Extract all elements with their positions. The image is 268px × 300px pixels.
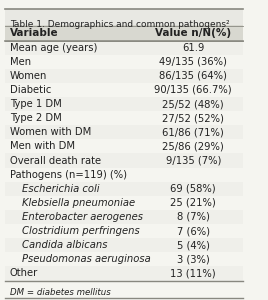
Bar bbox=[5, 238, 243, 252]
Text: Women: Women bbox=[10, 71, 47, 81]
Text: Enterobacter aerogenes: Enterobacter aerogenes bbox=[22, 212, 143, 222]
Bar bbox=[5, 97, 243, 111]
Bar bbox=[5, 125, 243, 139]
Text: 27/52 (52%): 27/52 (52%) bbox=[162, 113, 224, 123]
Bar bbox=[5, 210, 243, 224]
Text: Pseudomonas aeruginosa: Pseudomonas aeruginosa bbox=[22, 254, 151, 264]
Bar bbox=[5, 111, 243, 125]
Bar bbox=[5, 69, 243, 83]
Text: 25/52 (48%): 25/52 (48%) bbox=[162, 99, 224, 109]
Bar bbox=[5, 196, 243, 210]
Bar bbox=[5, 168, 243, 182]
Bar bbox=[5, 252, 243, 266]
Text: 13 (11%): 13 (11%) bbox=[170, 268, 216, 278]
Text: 8 (7%): 8 (7%) bbox=[177, 212, 210, 222]
Text: Variable: Variable bbox=[10, 28, 58, 38]
Text: 61.9: 61.9 bbox=[182, 43, 204, 52]
Bar bbox=[5, 9, 243, 40]
Text: Candida albicans: Candida albicans bbox=[22, 240, 108, 250]
Text: Men with DM: Men with DM bbox=[10, 141, 75, 152]
Text: 86/135 (64%): 86/135 (64%) bbox=[159, 71, 227, 81]
Text: Diabetic: Diabetic bbox=[10, 85, 51, 95]
Text: Type 2 DM: Type 2 DM bbox=[10, 113, 62, 123]
Text: Other: Other bbox=[10, 268, 38, 278]
Text: Klebsiella pneumoniae: Klebsiella pneumoniae bbox=[22, 198, 135, 208]
Text: Type 1 DM: Type 1 DM bbox=[10, 99, 62, 109]
Text: 49/135 (36%): 49/135 (36%) bbox=[159, 57, 227, 67]
Text: 7 (6%): 7 (6%) bbox=[177, 226, 210, 236]
Bar bbox=[5, 139, 243, 153]
Text: 9/135 (7%): 9/135 (7%) bbox=[166, 155, 221, 166]
Bar bbox=[5, 83, 243, 97]
Text: 25 (21%): 25 (21%) bbox=[170, 198, 216, 208]
Bar bbox=[5, 224, 243, 238]
Text: Pathogens (n=119) (%): Pathogens (n=119) (%) bbox=[10, 169, 127, 180]
Text: Clostridium perfringens: Clostridium perfringens bbox=[22, 226, 140, 236]
Text: 90/135 (66.7%): 90/135 (66.7%) bbox=[154, 85, 232, 95]
Text: Mean age (years): Mean age (years) bbox=[10, 43, 97, 52]
Bar bbox=[5, 153, 243, 168]
Text: 25/86 (29%): 25/86 (29%) bbox=[162, 141, 224, 152]
Text: Overall death rate: Overall death rate bbox=[10, 155, 101, 166]
Text: Women with DM: Women with DM bbox=[10, 127, 91, 137]
Bar bbox=[5, 55, 243, 69]
Text: 61/86 (71%): 61/86 (71%) bbox=[162, 127, 224, 137]
Text: Table 1. Demographics and common pathogens²: Table 1. Demographics and common pathoge… bbox=[10, 20, 229, 29]
Text: 5 (4%): 5 (4%) bbox=[177, 240, 210, 250]
Bar bbox=[5, 40, 243, 55]
Text: 69 (58%): 69 (58%) bbox=[170, 184, 216, 194]
Text: Value n/N(%): Value n/N(%) bbox=[155, 28, 231, 38]
Text: DM = diabetes mellitus: DM = diabetes mellitus bbox=[10, 288, 111, 297]
Bar bbox=[5, 266, 243, 280]
Bar bbox=[5, 182, 243, 196]
Text: Escherichia coli: Escherichia coli bbox=[22, 184, 100, 194]
Bar bbox=[5, 26, 243, 40]
Text: 3 (3%): 3 (3%) bbox=[177, 254, 210, 264]
Text: Men: Men bbox=[10, 57, 31, 67]
